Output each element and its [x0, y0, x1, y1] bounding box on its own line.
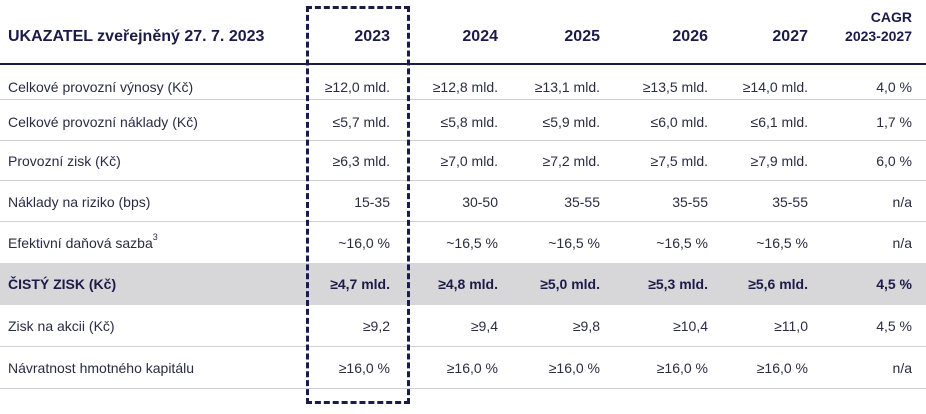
cell-2023: ≥9,2: [362, 318, 390, 334]
row-label: Zisk na akcii (Kč): [8, 318, 115, 334]
cell-2024: ≥12,8 mld.: [432, 79, 498, 95]
year-header-2025: 2025: [564, 28, 600, 45]
cell-2027: ~16,5 %: [756, 235, 808, 251]
cell-cagr: n/a: [892, 194, 912, 210]
cell-2023: ≤5,7 mld.: [332, 114, 390, 130]
cell-cagr: 4,0 %: [876, 79, 912, 95]
table-row: Celkové provozní náklady (Kč) ≤5,7 mld. …: [0, 101, 926, 143]
table-row: Zisk na akcii (Kč) ≥9,2 ≥9,4 ≥9,8 ≥10,4 …: [0, 305, 926, 347]
cell-2023: ≥16,0 %: [338, 360, 390, 376]
table-row-highlighted: ČISTÝ ZISK (Kč) ≥4,7 mld. ≥4,8 mld. ≥5,0…: [0, 263, 926, 305]
cell-2024: ≥9,4: [470, 318, 498, 334]
cell-2023: 15-35: [354, 194, 390, 210]
row-label: Náklady na riziko (bps): [8, 194, 151, 210]
table-row: Provozní zisk (Kč) ≥6,3 mld. ≥7,0 mld. ≥…: [0, 140, 926, 182]
cell-cagr: 6,0 %: [876, 153, 912, 169]
table-header: UKAZATEL zveřejněný 27. 7. 2023 2023 202…: [0, 0, 926, 64]
table-row: Efektivní daňová sazba3 ~16,0 % ~16,5 % …: [0, 222, 926, 264]
table-row: Celkové provozní výnosy (Kč) ≥12,0 mld. …: [0, 66, 926, 108]
cell-2025: ≤5,9 mld.: [542, 114, 600, 130]
row-divider: [0, 388, 926, 389]
cell-2023: ≥12,0 mld.: [324, 79, 390, 95]
cell-2025: ≥7,2 mld.: [542, 153, 600, 169]
cell-2023: ~16,0 %: [338, 235, 390, 251]
cell-2026: ≥7,5 mld.: [650, 153, 708, 169]
cell-2026: ≤6,0 mld.: [650, 114, 708, 130]
row-divider: [0, 346, 926, 347]
cell-2027: ≥16,0 %: [756, 360, 808, 376]
cell-2026: 35-55: [672, 194, 708, 210]
cell-2024: ≥16,0 %: [446, 360, 498, 376]
cell-2026: ≥13,5 mld.: [642, 79, 708, 95]
cell-2025: ≥9,8: [572, 318, 600, 334]
cell-2025: ≥5,0 mld.: [540, 276, 600, 292]
cagr-header-line1: CAGR: [870, 9, 912, 25]
row-label: Celkové provozní náklady (Kč): [8, 114, 198, 130]
table-title: UKAZATEL zveřejněný 27. 7. 2023: [8, 28, 265, 45]
row-label: Návratnost hmotného kapitálu: [8, 360, 194, 376]
cell-2023: ≥6,3 mld.: [332, 153, 390, 169]
row-label: Celkové provozní výnosy (Kč): [8, 79, 194, 95]
cell-cagr: n/a: [892, 235, 912, 251]
cell-2027: ≥14,0 mld.: [742, 79, 808, 95]
cell-cagr: n/a: [892, 360, 912, 376]
cell-2027: ≥5,6 mld.: [748, 276, 808, 292]
table-row: Náklady na riziko (bps) 15-35 30-50 35-5…: [0, 181, 926, 223]
table-row: Návratnost hmotného kapitálu ≥16,0 % ≥16…: [0, 347, 926, 389]
row-divider: [0, 140, 926, 141]
cell-2026: ≥16,0 %: [656, 360, 708, 376]
cell-2027: ≥11,0: [774, 318, 808, 334]
cell-2027: ≥7,9 mld.: [750, 153, 808, 169]
cell-2024: ≤5,8 mld.: [440, 114, 498, 130]
cell-cagr: 4,5 %: [876, 276, 912, 292]
year-header-2027: 2027: [772, 28, 808, 45]
highlight-2023-column-box: [306, 6, 410, 404]
row-divider: [0, 99, 926, 100]
cell-2024: ≥7,0 mld.: [440, 153, 498, 169]
row-label: Efektivní daňová sazba3: [8, 222, 298, 264]
year-header-2023: 2023: [354, 28, 390, 45]
cell-2023: ≥4,7 mld.: [330, 276, 390, 292]
footnote-marker: 3: [152, 232, 158, 243]
header-divider: [0, 63, 926, 65]
cell-2025: 35-55: [564, 194, 600, 210]
cell-2026: ~16,5 %: [656, 235, 708, 251]
cell-2024: ≥4,8 mld.: [438, 276, 498, 292]
row-label: ČISTÝ ZISK (Kč): [8, 276, 117, 292]
cell-2026: ≥10,4: [673, 318, 708, 334]
cell-cagr: 4,5 %: [876, 318, 912, 334]
cell-2027: ≤6,1 mld.: [750, 114, 808, 130]
cell-2027: 35-55: [772, 194, 808, 210]
row-label-text: Efektivní daňová sazba: [8, 235, 153, 251]
row-divider: [0, 180, 926, 181]
cell-2025: ≥16,0 %: [548, 360, 600, 376]
cell-2024: 30-50: [462, 194, 498, 210]
row-divider: [0, 221, 926, 222]
year-header-2024: 2024: [462, 28, 498, 45]
cell-cagr: 1,7 %: [876, 114, 912, 130]
cell-2025: ≥13,1 mld.: [534, 79, 600, 95]
cell-2024: ~16,5 %: [446, 235, 498, 251]
cagr-header-line2: 2023-2027: [845, 28, 912, 44]
cagr-header: CAGR 2023-2027: [820, 8, 912, 46]
cell-2025: ~16,5 %: [548, 235, 600, 251]
year-header-2026: 2026: [672, 28, 708, 45]
cell-2026: ≥5,3 mld.: [648, 276, 708, 292]
row-label: Provozní zisk (Kč): [8, 153, 121, 169]
